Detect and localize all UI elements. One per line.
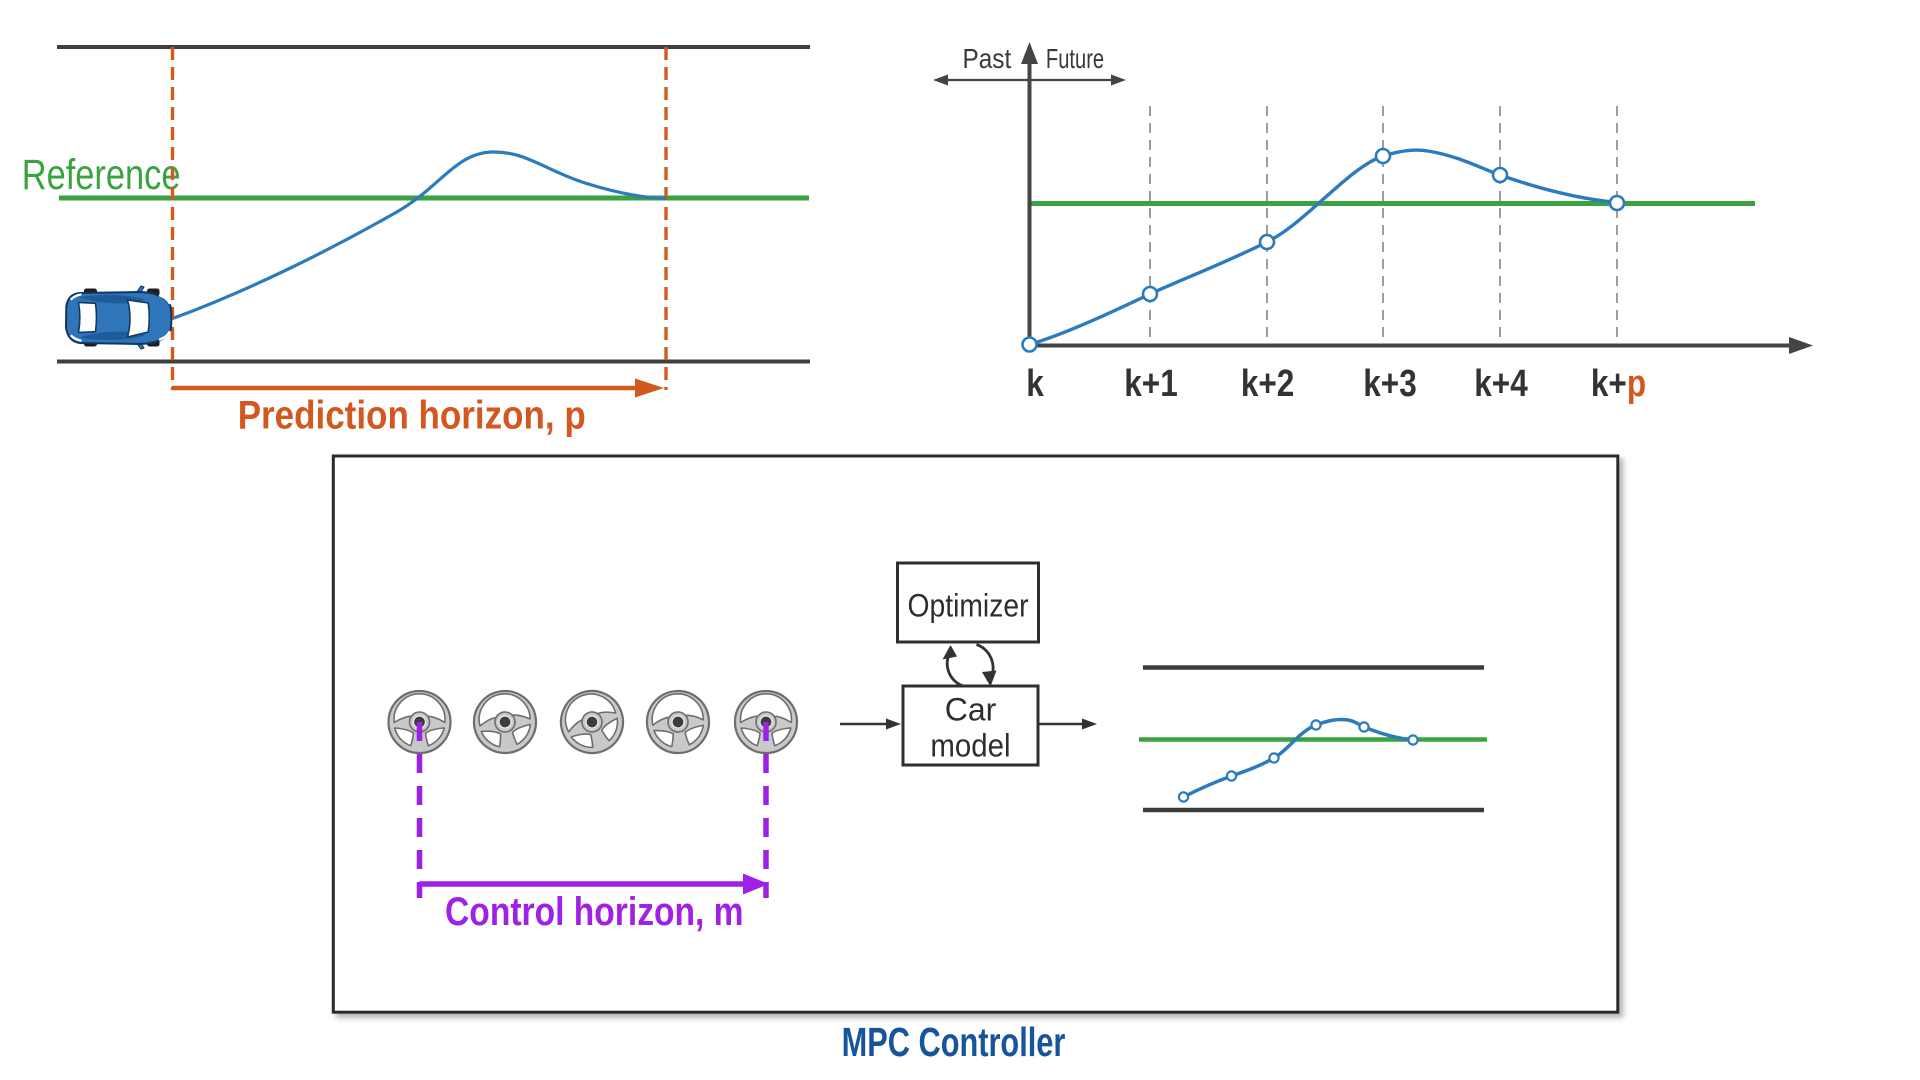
svg-text:Future: Future <box>1046 44 1104 75</box>
svg-text:Prediction horizon, p: Prediction horizon, p <box>238 392 586 437</box>
svg-text:MPC Controller: MPC Controller <box>842 1018 1066 1064</box>
svg-text:k+2: k+2 <box>1241 362 1294 404</box>
svg-text:Reference: Reference <box>22 151 181 198</box>
svg-text:Car: Car <box>945 692 997 728</box>
svg-text:k+3: k+3 <box>1363 362 1416 404</box>
svg-text:Past: Past <box>963 42 1012 74</box>
svg-text:Optimizer: Optimizer <box>908 589 1029 624</box>
svg-text:k+1: k+1 <box>1124 362 1177 404</box>
svg-text:k+p: k+p <box>1591 362 1646 404</box>
svg-text:model: model <box>930 727 1010 763</box>
svg-text:k: k <box>1026 362 1044 404</box>
svg-text:Control horizon, m: Control horizon, m <box>445 889 743 933</box>
svg-text:k+4: k+4 <box>1474 362 1528 404</box>
